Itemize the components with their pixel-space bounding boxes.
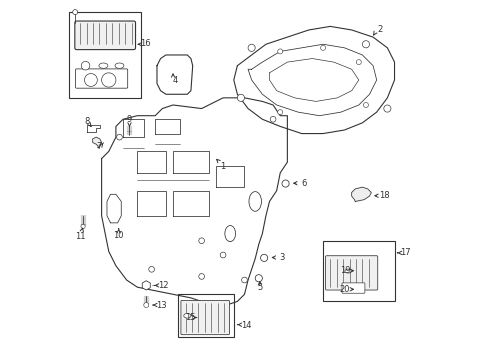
Circle shape — [282, 180, 288, 187]
Text: 19: 19 — [339, 266, 349, 275]
Text: 17: 17 — [399, 248, 410, 257]
Circle shape — [270, 116, 275, 122]
Text: 15: 15 — [184, 313, 195, 322]
Polygon shape — [157, 55, 192, 94]
Text: 20: 20 — [339, 285, 349, 294]
Circle shape — [102, 73, 116, 87]
Text: 2: 2 — [376, 25, 382, 34]
Polygon shape — [351, 187, 370, 202]
Polygon shape — [102, 98, 287, 305]
Circle shape — [148, 266, 154, 272]
Text: 3: 3 — [279, 253, 284, 262]
Circle shape — [363, 103, 367, 108]
Bar — [69, 12, 141, 98]
Circle shape — [81, 224, 85, 229]
Circle shape — [198, 238, 204, 244]
Ellipse shape — [344, 269, 350, 273]
Circle shape — [84, 73, 97, 86]
Polygon shape — [93, 137, 102, 148]
Text: 4: 4 — [172, 76, 177, 85]
FancyBboxPatch shape — [325, 256, 377, 290]
Circle shape — [255, 275, 262, 282]
Text: 16: 16 — [140, 39, 150, 48]
Text: 5: 5 — [257, 283, 262, 292]
Text: 1: 1 — [219, 162, 224, 171]
Circle shape — [320, 45, 325, 50]
Polygon shape — [75, 33, 87, 44]
Ellipse shape — [183, 314, 190, 318]
Circle shape — [241, 277, 247, 283]
Polygon shape — [233, 26, 394, 134]
Text: 6: 6 — [301, 179, 306, 188]
Circle shape — [237, 94, 244, 102]
FancyBboxPatch shape — [181, 300, 229, 335]
Text: 8: 8 — [84, 117, 90, 126]
Bar — [323, 241, 394, 301]
Bar — [178, 294, 233, 337]
Ellipse shape — [115, 63, 123, 68]
Circle shape — [277, 49, 282, 54]
Text: 13: 13 — [156, 301, 166, 310]
Circle shape — [73, 10, 78, 15]
Circle shape — [383, 105, 390, 112]
Circle shape — [220, 252, 225, 258]
Text: 9: 9 — [126, 116, 132, 125]
Circle shape — [260, 254, 267, 261]
Ellipse shape — [99, 63, 108, 68]
Circle shape — [143, 302, 148, 307]
Circle shape — [81, 62, 90, 70]
Circle shape — [277, 110, 282, 114]
Circle shape — [116, 134, 122, 140]
Circle shape — [362, 41, 369, 48]
FancyBboxPatch shape — [75, 21, 135, 50]
FancyBboxPatch shape — [341, 283, 364, 293]
Circle shape — [247, 44, 255, 51]
FancyBboxPatch shape — [75, 69, 127, 88]
Circle shape — [356, 60, 361, 64]
Text: 12: 12 — [158, 281, 168, 290]
Text: 11: 11 — [75, 232, 85, 241]
Text: 18: 18 — [379, 191, 389, 200]
Text: 7: 7 — [96, 142, 102, 151]
Text: 14: 14 — [241, 320, 251, 329]
Text: 10: 10 — [113, 231, 124, 240]
Circle shape — [198, 274, 204, 279]
